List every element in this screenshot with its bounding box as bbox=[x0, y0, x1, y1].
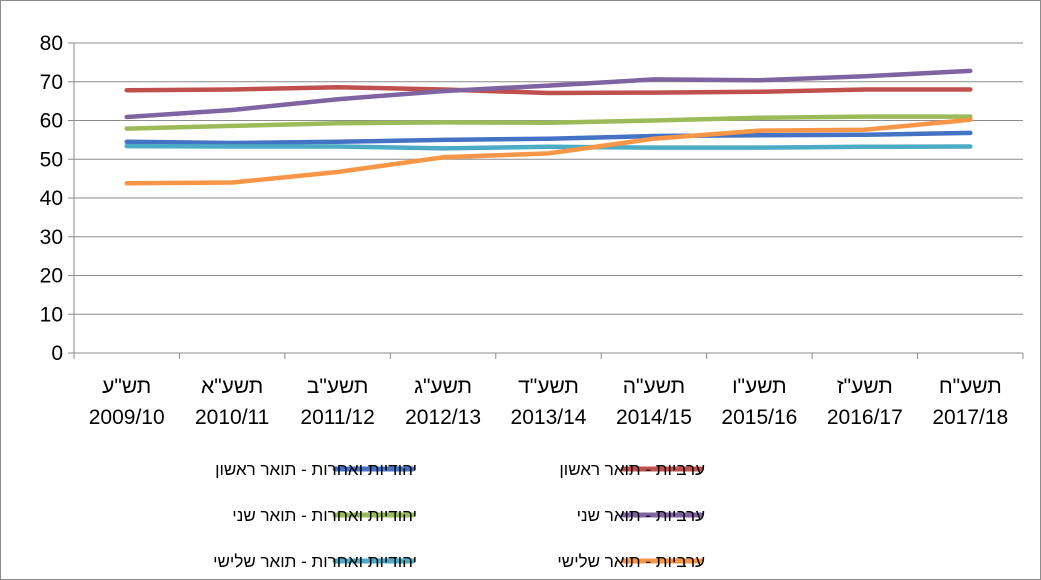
y-tick-label: 30 bbox=[40, 226, 63, 249]
y-tick-label: 80 bbox=[40, 32, 63, 55]
x-tick-label-year: תש"ע bbox=[102, 375, 151, 398]
x-tick-label-year: תשע"ו bbox=[732, 375, 787, 398]
series-layer bbox=[124, 68, 973, 186]
x-tick-label-year: תשע"ה bbox=[623, 375, 685, 398]
series-line-1 bbox=[124, 130, 973, 146]
legend-label: ערביות - תואר ראשון bbox=[559, 460, 705, 479]
grid-layer bbox=[74, 42, 1023, 315]
y-tick-label: 40 bbox=[40, 187, 63, 210]
y-tick-label: 20 bbox=[40, 265, 63, 288]
y-tick-label: 60 bbox=[40, 110, 63, 133]
series-line-4 bbox=[124, 68, 973, 120]
x-tick-label-year: תשע"ג bbox=[414, 375, 472, 398]
y-tick-label: 0 bbox=[51, 342, 63, 365]
x-tick-label-range: 2009/10 bbox=[89, 406, 165, 429]
legend: ערביות - תואר ראשון יהודיות ואחרות - תואר… bbox=[213, 460, 705, 571]
x-tick-label-range: 2012/13 bbox=[405, 406, 481, 429]
x-tick-label-range: 2014/15 bbox=[616, 406, 692, 429]
legend-item: יהודיות ואחרות - תואר שני bbox=[232, 506, 417, 525]
legend-label: יהודיות ואחרות - תואר ראשון bbox=[215, 460, 417, 479]
x-tick-label-year: תשע"ב bbox=[307, 375, 369, 398]
y-tick-label: 10 bbox=[40, 303, 63, 326]
legend-item: ערביות - תואר שלישי bbox=[557, 552, 705, 571]
x-tick-label-year: תשע"ז bbox=[837, 375, 893, 398]
y-tick-label: 70 bbox=[40, 71, 63, 94]
axis-layer: 0 10 20 30 40 50 60 70 80 תש"ע 2009/10 תשע"א 2010/11… bbox=[40, 32, 1024, 429]
legend-item: ערביות - תואר שני bbox=[577, 506, 706, 525]
x-tick-label-range: 2016/17 bbox=[827, 406, 903, 429]
x-tick-label-range: 2015/16 bbox=[721, 406, 797, 429]
legend-label: יהודיות ואחרות - תואר שני bbox=[232, 506, 417, 525]
legend-label: ערביות - תואר שלישי bbox=[557, 552, 705, 571]
x-tick-label-range: 2013/14 bbox=[511, 406, 587, 429]
x-tick-label-range: 2017/18 bbox=[932, 406, 1008, 429]
y-tick-label: 50 bbox=[40, 148, 63, 171]
legend-label: ערביות - תואר שני bbox=[577, 506, 706, 525]
legend-item: ערביות - תואר ראשון bbox=[559, 460, 705, 479]
x-tick-label-year: תשע"ח bbox=[939, 375, 1002, 398]
series-line-6 bbox=[124, 117, 973, 186]
legend-item: יהודיות ואחרות - תואר שלישי bbox=[213, 552, 417, 571]
series-line-3 bbox=[124, 114, 973, 131]
series-line-2 bbox=[124, 84, 973, 96]
x-tick-label-range: 2011/12 bbox=[300, 406, 374, 429]
legend-label: יהודיות ואחרות - תואר שלישי bbox=[213, 552, 417, 571]
x-tick-label-year: תשע"א bbox=[201, 375, 263, 398]
x-tick-label-year: תשע"ד bbox=[518, 375, 579, 398]
legend-item: יהודיות ואחרות - תואר ראשון bbox=[215, 460, 417, 479]
series-line-5 bbox=[124, 143, 973, 151]
x-tick-label-range: 2010/11 bbox=[195, 406, 269, 429]
